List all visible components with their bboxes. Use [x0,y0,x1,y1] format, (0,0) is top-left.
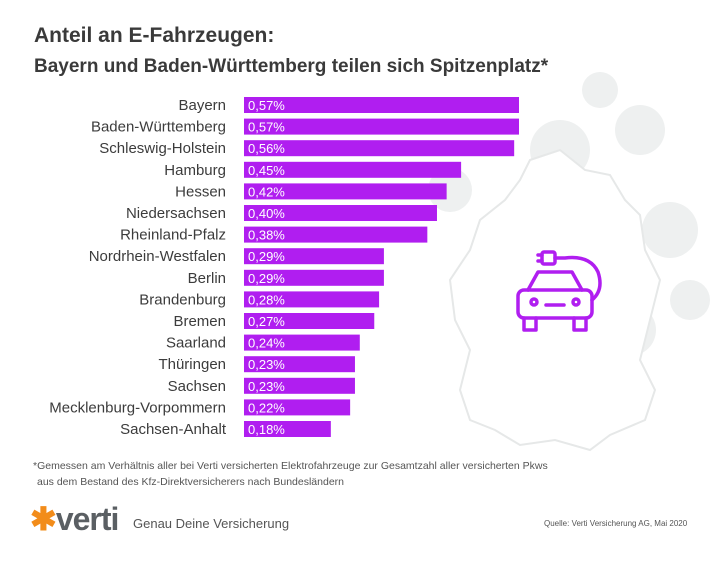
data-label: 0,23% [248,357,285,372]
category-label: Rheinland-Pfalz [120,227,226,244]
data-label: 0,29% [248,271,285,286]
verti-logo: ✱verti [30,500,120,538]
category-label: Sachsen [168,378,226,395]
category-label: Mecklenburg-Vorpommern [49,399,226,416]
category-label: Thüringen [158,356,226,373]
bar [244,269,384,286]
data-label: 0,22% [248,400,285,415]
data-label: 0,42% [248,184,285,199]
data-label: 0,29% [248,249,285,264]
electric-car-icon [516,250,602,332]
bar [244,140,515,157]
bar [244,183,447,200]
category-label: Brandenburg [139,291,226,308]
footnote: *Gemessen am Verhältnis aller bei Verti … [33,460,548,472]
bar [244,161,462,178]
data-label: 0,28% [248,292,285,307]
bar [244,334,360,351]
bar [244,118,519,135]
category-label: Bremen [173,313,226,330]
logo-text: verti [55,501,120,537]
bar [244,377,355,394]
category-label: Niedersachsen [126,205,226,222]
bar [244,291,380,308]
data-label: 0,27% [248,314,285,329]
category-label: Schleswig-Holstein [99,140,226,157]
data-label: 0,24% [248,336,285,351]
bar [244,205,437,221]
bar [244,421,331,437]
bar [244,226,428,243]
germany-map [448,148,662,452]
data-label: 0,23% [248,379,285,394]
chart-subtitle: Bayern und Baden-Württemberg teilen sich… [34,56,549,77]
category-label: Bayern [178,97,226,114]
bar [244,313,375,329]
category-label: Baden-Württemberg [91,119,226,136]
category-label: Berlin [188,270,226,287]
data-label: 0,18% [248,422,285,437]
chart-title: Anteil an E-Fahrzeugen: [34,24,275,47]
data-label: 0,57% [248,98,285,113]
source-note: Quelle: Verti Versicherung AG, Mai 2020 [544,519,688,528]
data-label: 0,56% [248,141,285,156]
data-label: 0,40% [248,206,285,221]
bar [244,399,351,416]
category-label: Hessen [175,183,226,200]
bar [244,248,384,265]
bar [244,97,519,113]
footnote-continued: aus dem Bestand des Kfz-Direktversichere… [37,476,344,488]
category-label: Sachsen-Anhalt [120,421,227,438]
category-label: Hamburg [164,162,226,179]
data-label: 0,57% [248,120,285,135]
data-label: 0,45% [248,163,285,178]
logo-figure-icon: ✱ [30,501,57,537]
category-label: Nordrhein-Westfalen [89,248,226,265]
category-label: Saarland [166,335,226,352]
data-label: 0,38% [248,228,285,243]
tagline: Genau Deine Versicherung [133,516,290,531]
bar [244,356,355,373]
